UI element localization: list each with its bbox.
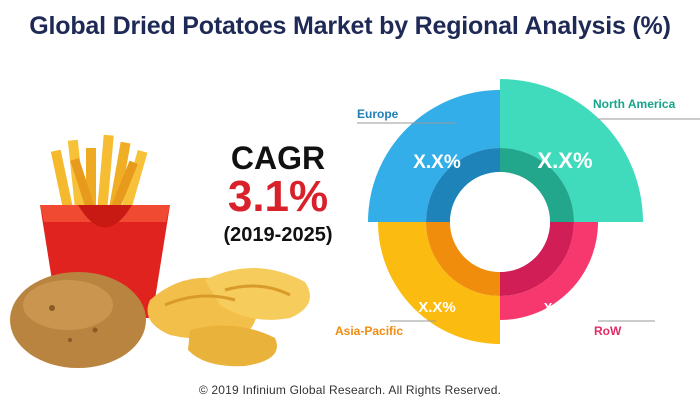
slice-value-label-asia-pacific: X.X% <box>418 299 456 316</box>
cagr-label: CAGR <box>230 140 326 176</box>
pie-slice-north-america <box>500 79 643 222</box>
pie-inner-ring-north-america <box>500 148 574 222</box>
pie-slice-asia-pacific <box>378 222 500 344</box>
region-label-row: RoW <box>594 324 622 338</box>
pie-slice-europe <box>368 90 500 222</box>
copyright-footer: © 2019 Infinium Global Research. All Rig… <box>198 383 502 397</box>
slice-value-label-row: X.X% <box>544 300 577 315</box>
pie-inner-ring-europe <box>426 148 500 222</box>
donut-hole <box>450 172 550 272</box>
chart-title: Global Dried Potatoes Market by Regional… <box>29 12 671 40</box>
region-label-asia-pacific: Asia-Pacific <box>335 324 403 338</box>
potato-chips-icon <box>147 267 310 367</box>
cagr-period: (2019-2025) <box>223 224 333 246</box>
pie-slice-row <box>500 222 598 320</box>
pie-inner-ring-asia-pacific <box>426 222 500 296</box>
cagr-value: 3.1% <box>227 172 329 221</box>
slice-value-label-north-america: X.X% <box>537 148 592 173</box>
pie-inner-ring-row <box>500 222 574 296</box>
region-label-europe: Europe <box>357 107 399 121</box>
slice-value-label-europe: X.X% <box>413 152 461 173</box>
region-label-north-america: North America <box>593 97 676 111</box>
